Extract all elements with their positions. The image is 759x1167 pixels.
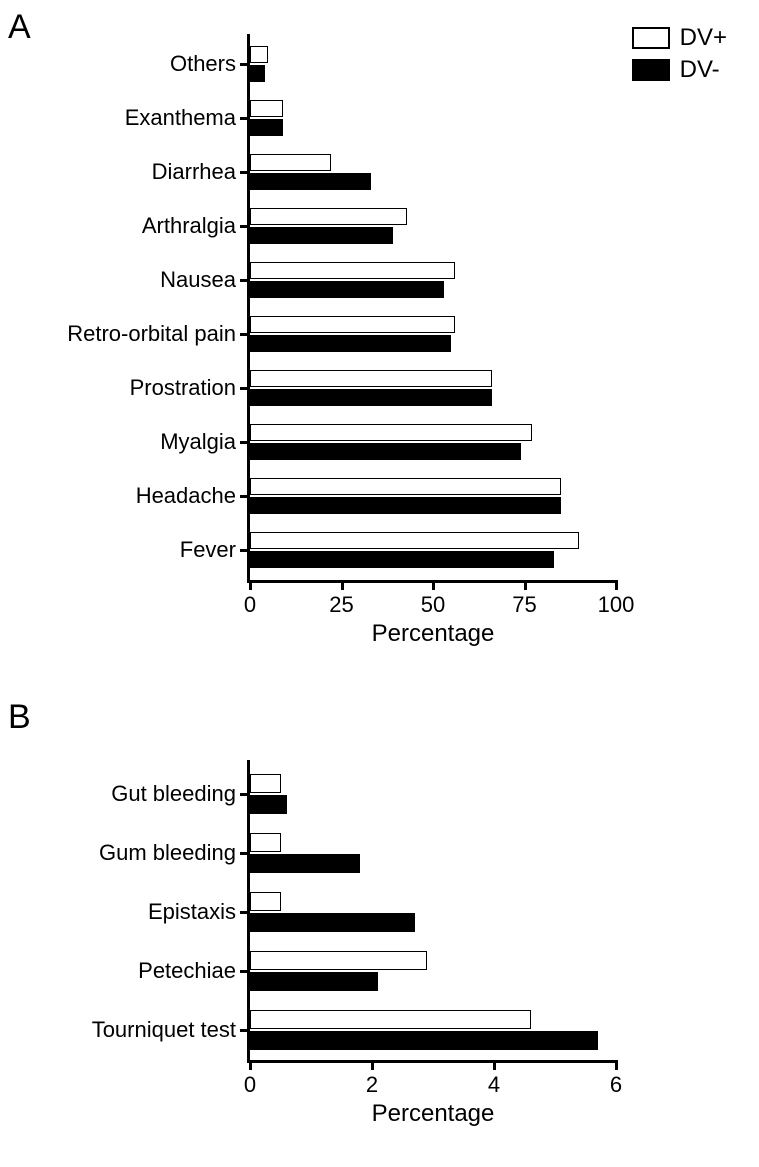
y-tick bbox=[240, 793, 250, 796]
bar-dv-minus bbox=[250, 913, 415, 932]
x-tick bbox=[615, 1060, 618, 1070]
x-tick-label: 0 bbox=[244, 1072, 256, 1098]
category-label: Gum bleeding bbox=[99, 840, 236, 866]
category-label: Gut bleeding bbox=[111, 781, 236, 807]
category-label: Tourniquet test bbox=[92, 1017, 236, 1043]
x-tick-label: 6 bbox=[610, 1072, 622, 1098]
bar-dv-plus bbox=[250, 774, 281, 793]
bar-dv-minus bbox=[250, 972, 378, 991]
panel-b-plot-area: 0246PercentageGut bleedingGum bleedingEp… bbox=[250, 760, 616, 1060]
y-tick bbox=[240, 1029, 250, 1032]
bar-dv-minus bbox=[250, 1031, 598, 1050]
x-axis-title: Percentage bbox=[372, 1100, 495, 1128]
bar-dv-plus bbox=[250, 892, 281, 911]
category-group: Gut bleeding bbox=[250, 774, 616, 814]
x-tick bbox=[371, 1060, 374, 1070]
category-label: Petechiae bbox=[138, 958, 236, 984]
category-group: Petechiae bbox=[250, 951, 616, 991]
bar-dv-plus bbox=[250, 1010, 531, 1029]
x-tick bbox=[249, 1060, 252, 1070]
category-group: Epistaxis bbox=[250, 892, 616, 932]
y-tick bbox=[240, 852, 250, 855]
y-tick bbox=[240, 970, 250, 973]
x-tick bbox=[493, 1060, 496, 1070]
x-axis-line bbox=[247, 1060, 616, 1063]
bar-dv-plus bbox=[250, 951, 427, 970]
bar-dv-minus bbox=[250, 795, 287, 814]
bar-dv-minus bbox=[250, 854, 360, 873]
panel-b-chart: 0 2 4 6 Percentage Gut bleeding Gum bleeding Ep… bbox=[0, 0, 759, 1167]
x-tick-label: 4 bbox=[488, 1072, 500, 1098]
category-group: Gum bleeding bbox=[250, 833, 616, 873]
y-tick bbox=[240, 911, 250, 914]
x-tick-label: 2 bbox=[366, 1072, 378, 1098]
category-group: Tourniquet test bbox=[250, 1010, 616, 1050]
bar-dv-plus bbox=[250, 833, 281, 852]
figure-page: A B DV+DV- 0255075100PercentageOthersExa… bbox=[0, 0, 759, 1167]
category-label: Epistaxis bbox=[148, 899, 236, 925]
